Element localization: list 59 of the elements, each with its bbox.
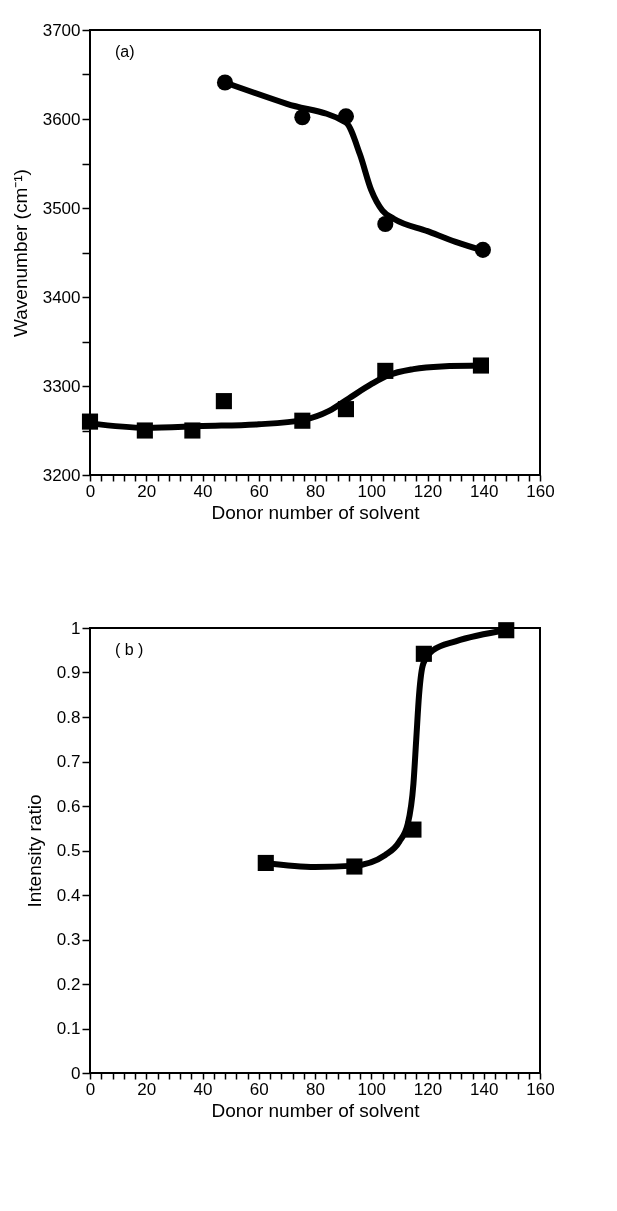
point bbox=[474, 241, 491, 258]
x-tick-label: 80 bbox=[306, 481, 325, 501]
point bbox=[294, 109, 311, 126]
x-tick-label: 140 bbox=[470, 481, 499, 501]
x-tick-label: 140 bbox=[470, 1079, 499, 1099]
x-tick-label: 160 bbox=[526, 1079, 555, 1099]
point bbox=[377, 362, 394, 379]
point bbox=[377, 215, 394, 233]
y-axis-title: Wavenumber (cm⁻¹) bbox=[9, 169, 31, 337]
point bbox=[498, 622, 515, 639]
point bbox=[294, 412, 311, 429]
y-tick-label: 0.3 bbox=[56, 930, 81, 949]
y-tick-label: 0.1 bbox=[56, 1019, 81, 1038]
y-tick-label: 1 bbox=[71, 618, 81, 638]
point bbox=[184, 422, 201, 439]
point bbox=[216, 74, 234, 91]
point bbox=[405, 821, 422, 838]
y-tick-label: 3600 bbox=[42, 109, 81, 129]
point bbox=[136, 422, 153, 439]
y-tick-label: 0.7 bbox=[56, 752, 81, 771]
y-tick-label: 0 bbox=[71, 1063, 81, 1083]
x-tick-label: 100 bbox=[357, 1079, 386, 1099]
y-axis-title: Intensity ratio bbox=[23, 794, 45, 908]
x-tick-label: 0 bbox=[85, 481, 96, 501]
y-tick-label: 3400 bbox=[42, 287, 81, 307]
point bbox=[346, 858, 363, 875]
point bbox=[215, 393, 232, 410]
x-tick-label: 120 bbox=[413, 481, 443, 501]
point bbox=[81, 413, 99, 430]
y-tick-label: 0.8 bbox=[56, 707, 81, 727]
annotation: (a) bbox=[115, 43, 135, 60]
x-tick-label: 60 bbox=[249, 1079, 269, 1099]
y-tick-label: 0.4 bbox=[56, 885, 81, 905]
x-tick-label: 80 bbox=[306, 1079, 325, 1099]
x-tick-label: 40 bbox=[193, 1079, 213, 1099]
y-tick-label: 0.5 bbox=[56, 841, 81, 860]
x-tick-label: 0 bbox=[85, 1079, 96, 1099]
y-tick-label: 3200 bbox=[42, 465, 81, 485]
x-tick-label: 60 bbox=[249, 481, 269, 501]
point bbox=[472, 357, 489, 374]
x-tick-label: 100 bbox=[357, 481, 386, 501]
point bbox=[337, 108, 354, 125]
x-tick-label: 120 bbox=[413, 1079, 443, 1099]
x-axis-title: Donor number of solvent bbox=[211, 501, 421, 523]
point bbox=[415, 645, 432, 662]
y-tick-label: 0.6 bbox=[56, 796, 81, 816]
y-tick-label: 0.9 bbox=[56, 663, 81, 682]
y-tick-label: 3300 bbox=[42, 376, 81, 396]
y-tick-label: 0.2 bbox=[56, 974, 81, 994]
x-axis-title: Donor number of solvent bbox=[211, 1099, 421, 1121]
x-tick-label: 160 bbox=[526, 481, 555, 501]
y-tick-label: 3700 bbox=[42, 20, 81, 40]
point bbox=[257, 854, 274, 872]
x-tick-label: 20 bbox=[137, 1079, 157, 1099]
y-tick-label: 3500 bbox=[42, 198, 81, 218]
point bbox=[337, 401, 354, 418]
annotation: ( b ) bbox=[115, 641, 144, 658]
x-tick-label: 40 bbox=[193, 481, 213, 501]
x-tick-label: 20 bbox=[137, 481, 157, 501]
